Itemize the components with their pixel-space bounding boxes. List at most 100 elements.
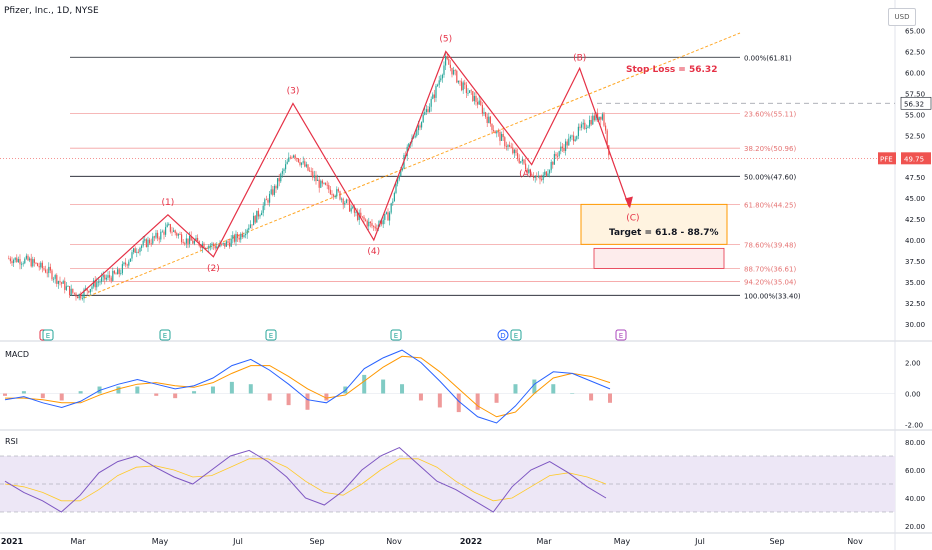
macd-line	[4, 349, 611, 424]
wave-label: (5)	[439, 35, 452, 45]
candle-body	[334, 196, 336, 198]
candle-body	[115, 273, 117, 275]
candle-body	[339, 191, 341, 200]
candle-body	[88, 290, 90, 293]
target-zone-box	[580, 203, 728, 245]
candle-body	[246, 229, 248, 235]
candle-body	[371, 223, 373, 227]
candle-body	[481, 105, 483, 114]
candle-body	[203, 243, 205, 249]
event-marker-label: E	[619, 332, 623, 340]
candle-body	[236, 233, 239, 239]
candle-body	[595, 112, 597, 121]
candle-body	[604, 125, 607, 131]
event-marker-label: E	[269, 332, 273, 340]
macd-histogram-bar	[437, 393, 442, 408]
macd-histogram-bar	[229, 381, 234, 394]
candle-body	[265, 199, 267, 201]
candle-body	[57, 281, 59, 284]
candle-body	[294, 155, 296, 159]
candle-body	[38, 266, 40, 268]
candle-body	[108, 275, 111, 278]
candle-body	[345, 199, 347, 203]
candle-body	[168, 224, 170, 225]
event-marker-label: E	[394, 332, 398, 340]
candle-body	[545, 171, 547, 176]
candle-body	[248, 227, 250, 230]
candle-body	[68, 286, 71, 296]
time-axis-tick: Jul	[694, 537, 705, 546]
candle-body	[387, 212, 389, 221]
candle-body	[86, 288, 88, 291]
event-marker-label: E	[514, 332, 518, 340]
candle-body	[196, 237, 199, 242]
candle-body	[124, 262, 127, 265]
candle-body	[51, 270, 53, 280]
candle-body	[179, 234, 181, 235]
time-axis-tick: Nov	[847, 537, 863, 546]
candle-body	[292, 155, 295, 158]
candle-body	[398, 176, 400, 180]
candle-body	[307, 164, 309, 171]
candle-body	[83, 289, 85, 299]
candle-body	[584, 122, 586, 129]
candle-body	[155, 232, 157, 238]
time-axis-tick: Jul	[232, 537, 243, 546]
candle-body	[368, 221, 370, 227]
candle-body	[342, 198, 344, 205]
candle-body	[262, 205, 264, 213]
macd-histogram-bar	[400, 384, 405, 394]
candle-body	[428, 106, 431, 113]
candle-body	[566, 141, 568, 146]
macd-histogram-bar	[570, 393, 575, 394]
event-marker	[615, 329, 627, 341]
candle-body	[313, 175, 315, 178]
currency-badge[interactable]: USD	[888, 8, 916, 26]
chart-title[interactable]: Pfizer, Inc., 1D, NYSE	[4, 6, 99, 16]
macd-histogram-bar	[173, 393, 178, 399]
macd-histogram-bar	[267, 393, 272, 401]
candle-body	[603, 114, 605, 126]
macd-pane-label[interactable]: MACD	[5, 350, 29, 359]
candle-body	[193, 240, 195, 244]
candle-body	[465, 84, 467, 94]
candle-body	[504, 137, 506, 147]
candle-body	[363, 216, 365, 220]
candle-body	[550, 162, 552, 171]
candle-body	[184, 243, 186, 245]
candle-body	[230, 238, 232, 247]
candle-body	[70, 288, 72, 296]
macd-histogram-bar	[192, 391, 197, 394]
candle-body	[396, 179, 399, 184]
price-axis-tick: 47.50	[905, 174, 925, 182]
fib-label: 23.60%(55.11)	[744, 110, 796, 118]
candle-body	[331, 194, 333, 195]
candle-body	[14, 257, 16, 260]
candle-body	[332, 194, 335, 197]
candle-body	[216, 246, 218, 249]
candle-body	[64, 280, 66, 290]
rsi-axis-tick: 40.00	[905, 495, 925, 503]
candle-body	[252, 215, 255, 226]
candle-body	[16, 257, 18, 263]
candle-body	[209, 245, 211, 247]
event-marker-label: E	[163, 332, 167, 340]
candle-body	[60, 282, 63, 284]
candle-body	[273, 186, 275, 195]
candle-body	[128, 261, 130, 266]
candle-body	[369, 221, 371, 224]
candle-body	[123, 262, 125, 265]
candle-body	[144, 239, 146, 241]
price-axis-tick: 37.50	[905, 258, 925, 266]
candle-body	[276, 178, 279, 189]
candle-body	[401, 168, 403, 171]
candle-body	[548, 170, 551, 174]
candle-body	[169, 224, 171, 232]
candle-body	[436, 84, 439, 86]
candle-body	[540, 179, 543, 181]
rsi-pane-label[interactable]: RSI	[5, 437, 18, 446]
candle-body	[176, 232, 178, 236]
candle-body	[600, 116, 602, 120]
candle-body	[43, 268, 45, 270]
